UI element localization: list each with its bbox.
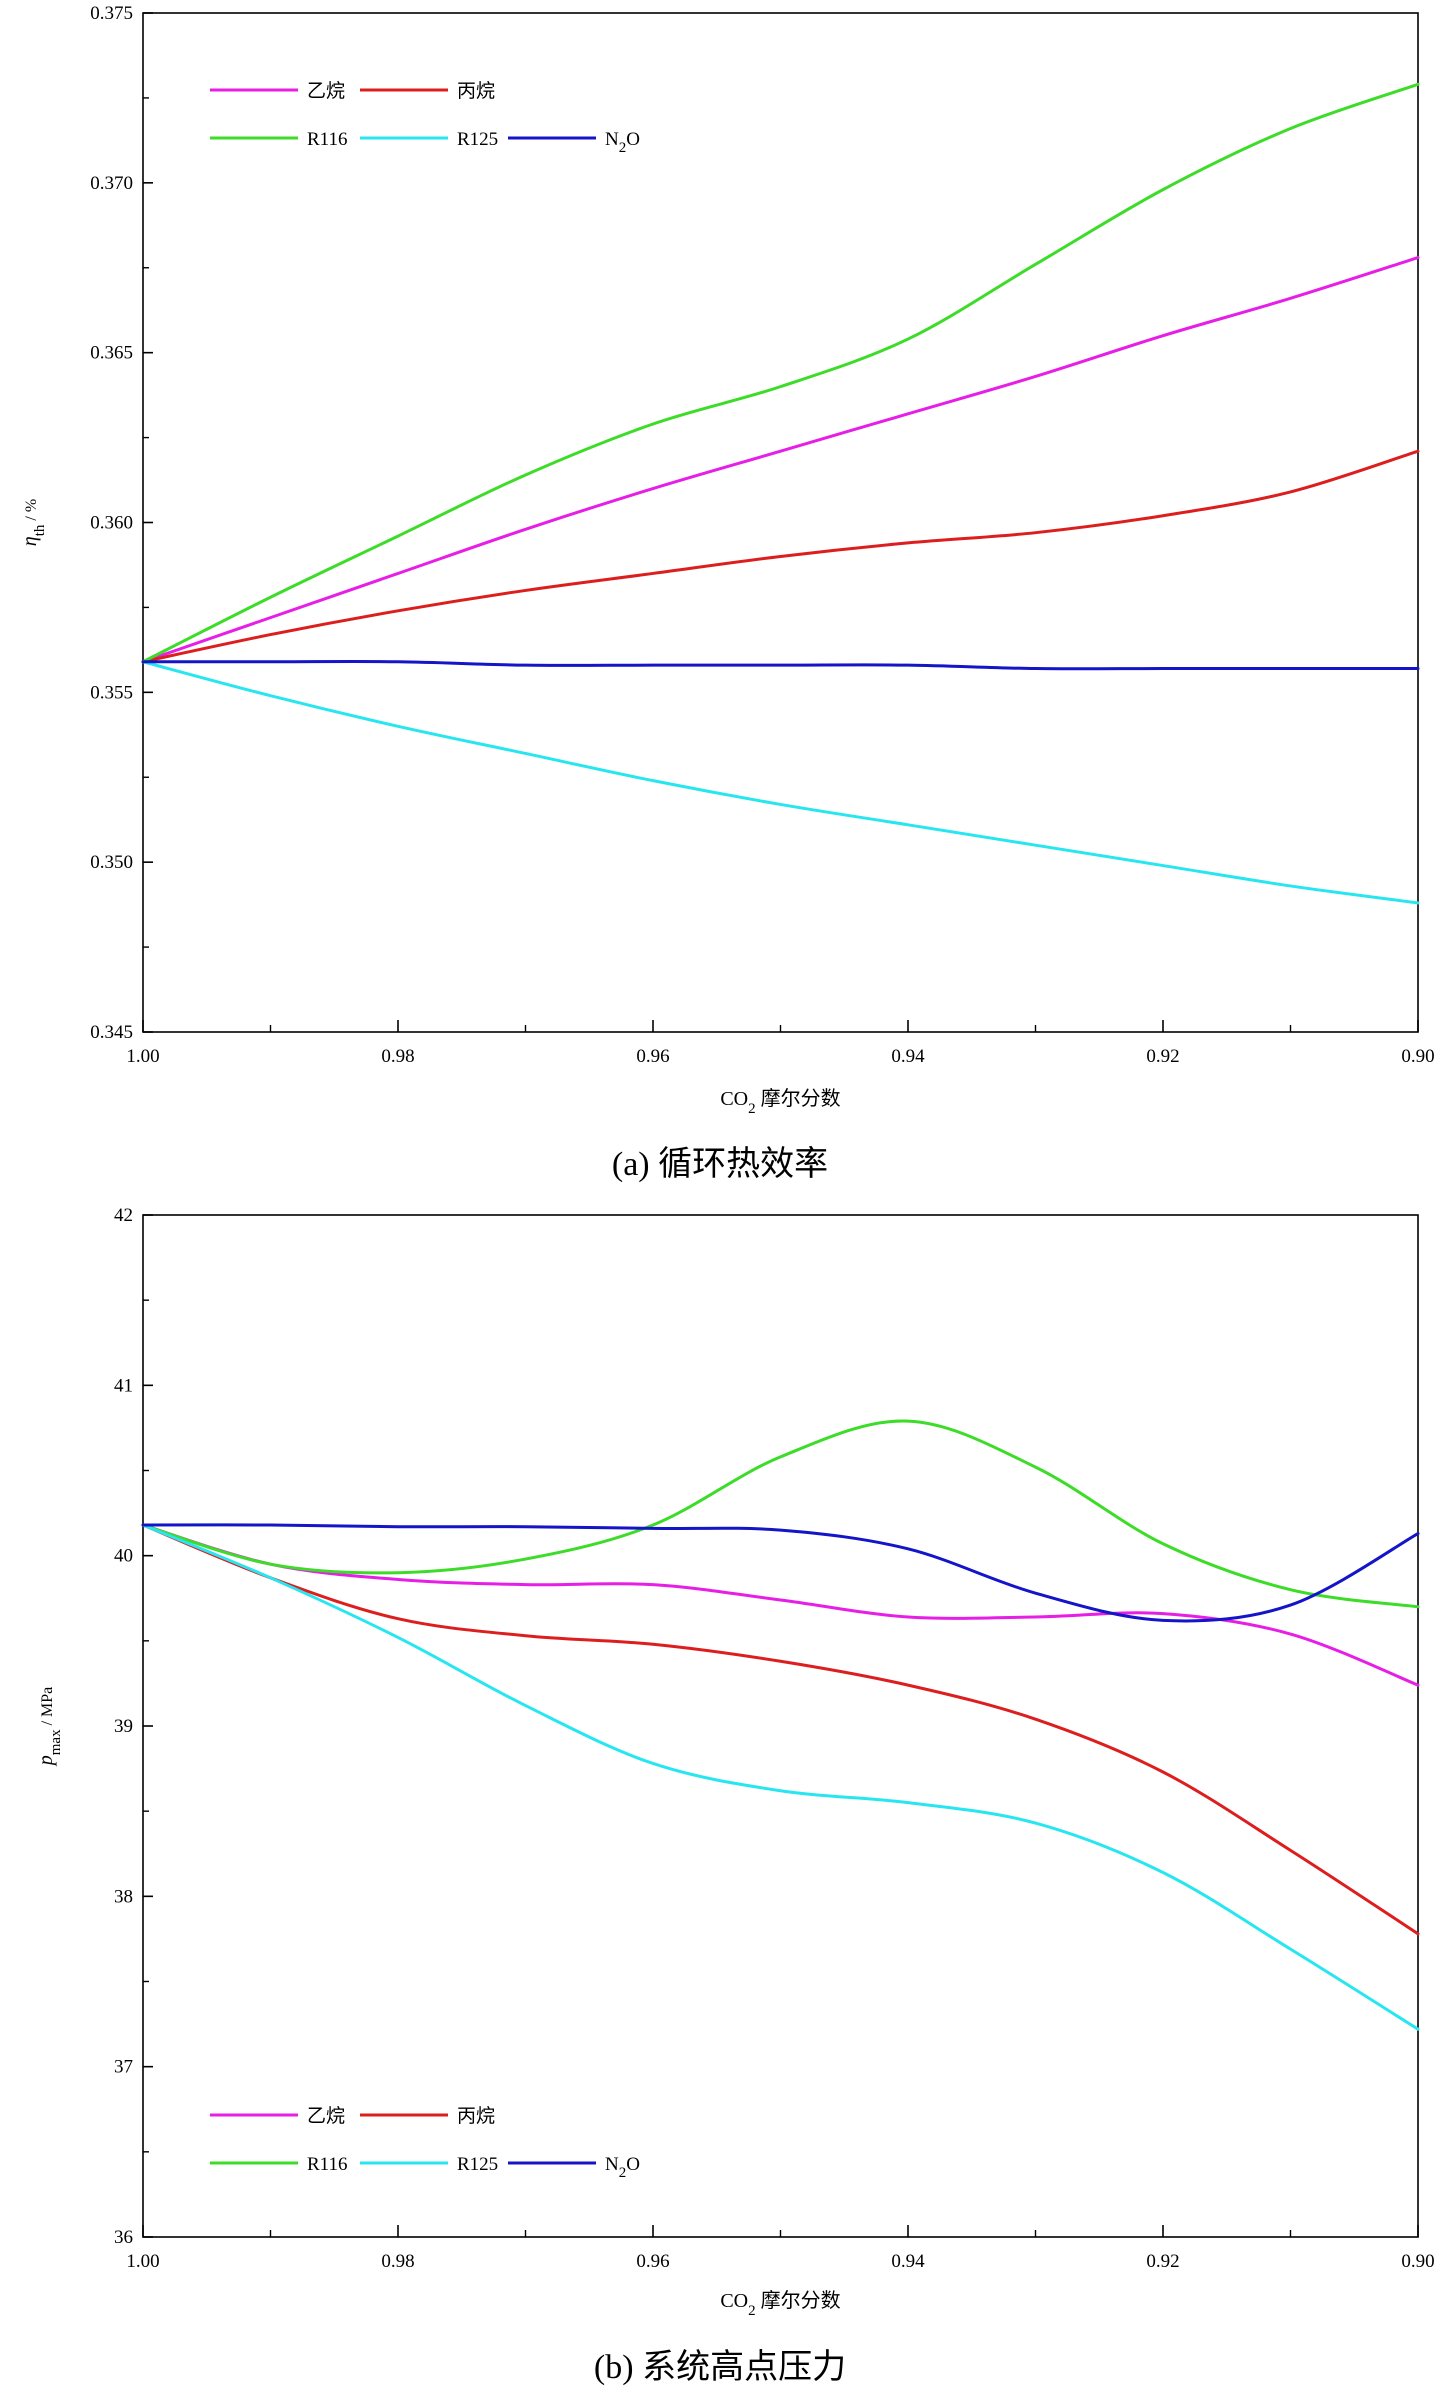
y-tick-label: 41 [114, 1375, 133, 1396]
y-tick-label: 0.345 [90, 1022, 133, 1043]
legend-label: R125 [457, 129, 498, 150]
y-tick-label: 0.350 [90, 852, 133, 873]
chart-a: 0.345 0.350 0.355 0.360 0.365 0.370 0.375 1.00 0… [19, 3, 1435, 1183]
legend-label: N2O [605, 2154, 640, 2181]
x-tick-label: 0.98 [381, 1046, 414, 1067]
figure-caption: (a) 循环热效率 [612, 1145, 828, 1183]
legend-label: R116 [307, 129, 347, 150]
series-line-1 [141, 1523, 1420, 1936]
series-line-0 [141, 256, 1420, 664]
y-tick-label: 0.360 [90, 513, 133, 534]
x-tick-label: 0.92 [1146, 1046, 1179, 1067]
x-tick-label: 0.90 [1401, 1046, 1434, 1067]
y-tick-label: 0.355 [90, 682, 133, 703]
legend-label: R125 [457, 2154, 498, 2175]
series-line-2 [141, 1419, 1420, 1609]
figure-caption: (b) 系统高点压力 [594, 2348, 846, 2386]
y-tick-label: 36 [114, 2227, 133, 2248]
y-tick-label: 38 [114, 1886, 133, 1907]
y-tick-label: 0.370 [90, 173, 133, 194]
legend-label: 乙烷 [307, 80, 345, 102]
legend-label: 丙烷 [457, 80, 495, 102]
series-line-4 [141, 660, 1420, 671]
legend-label: 乙烷 [307, 2105, 345, 2127]
x-tick-label: 0.96 [636, 2251, 669, 2272]
plot-frame [142, 1214, 1419, 2238]
y-tick-label: 42 [114, 1205, 133, 1226]
x-tick-label: 0.90 [1401, 2251, 1434, 2272]
y-axis-title: ηth / % [19, 499, 48, 546]
x-tick-label: 0.94 [891, 2251, 925, 2272]
legend-label: R116 [307, 2154, 347, 2175]
x-tick-label: 0.92 [1146, 2251, 1179, 2272]
chart-b: 36 37 38 39 40 41 42 1.00 0.98 0.96 0.94 0.92 0.90 CO… [35, 1205, 1435, 2386]
series-line-4 [141, 1523, 1420, 1623]
x-tick-label: 0.94 [891, 1046, 925, 1067]
x-tick-label: 1.00 [126, 1046, 159, 1067]
y-tick-label: 39 [114, 1716, 133, 1737]
legend-label: N2O [605, 129, 640, 156]
series-line-0 [141, 1523, 1420, 1687]
series-line-1 [141, 449, 1420, 664]
series-line-3 [141, 660, 1420, 905]
y-tick-label: 0.365 [90, 343, 133, 364]
y-axis-title: pmax / MPa [35, 1687, 64, 1768]
plot-frame [142, 12, 1419, 1033]
x-axis-title: CO2 摩尔分数 [720, 1087, 840, 1117]
series-line-3 [141, 1523, 1420, 2031]
series-line-2 [141, 82, 1420, 664]
x-axis-title: CO2 摩尔分数 [720, 2289, 840, 2319]
x-tick-label: 1.00 [126, 2251, 159, 2272]
y-tick-label: 0.375 [90, 3, 133, 24]
legend-label: 丙烷 [457, 2105, 495, 2127]
x-tick-label: 0.98 [381, 2251, 414, 2272]
y-tick-label: 37 [114, 2057, 133, 2078]
x-tick-label: 0.96 [636, 1046, 669, 1067]
y-tick-label: 40 [114, 1546, 133, 1567]
